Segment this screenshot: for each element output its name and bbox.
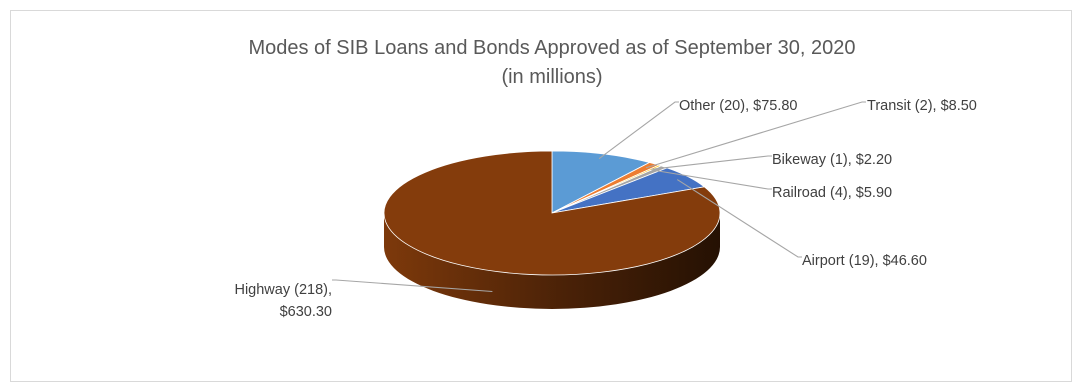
leader-line-airport — [676, 179, 802, 258]
leader-line-transit — [645, 101, 866, 169]
leader-line-other — [598, 101, 679, 160]
chart-title-line-2: (in millions) — [501, 66, 602, 88]
leader-line-highway — [332, 279, 493, 293]
pie-slices — [383, 150, 721, 309]
data-label-bikeway: Bikeway (1), $2.20 — [772, 152, 892, 168]
leader-line-bikeway — [651, 155, 772, 170]
leader-line-railroad — [655, 169, 772, 190]
leader-lines — [332, 101, 866, 293]
data-label-transit: Transit (2), $8.50 — [867, 98, 977, 114]
slice-other — [551, 150, 651, 214]
slice-highway — [383, 150, 721, 276]
data-label-highway-line-2: $630.30 — [280, 304, 332, 320]
chart-title-line-1: Modes of SIB Loans and Bonds Approved as… — [248, 37, 855, 59]
data-label-other: Other (20), $75.80 — [679, 98, 798, 114]
slice-side-highway — [384, 213, 720, 309]
data-labels: Other (20), $75.80 Transit (2), $8.50 Bike… — [234, 98, 976, 320]
data-label-airport: Airport (19), $46.60 — [802, 253, 927, 269]
data-label-highway-line-1: Highway (218), — [234, 282, 332, 298]
data-label-railroad: Railroad (4), $5.90 — [772, 185, 892, 201]
